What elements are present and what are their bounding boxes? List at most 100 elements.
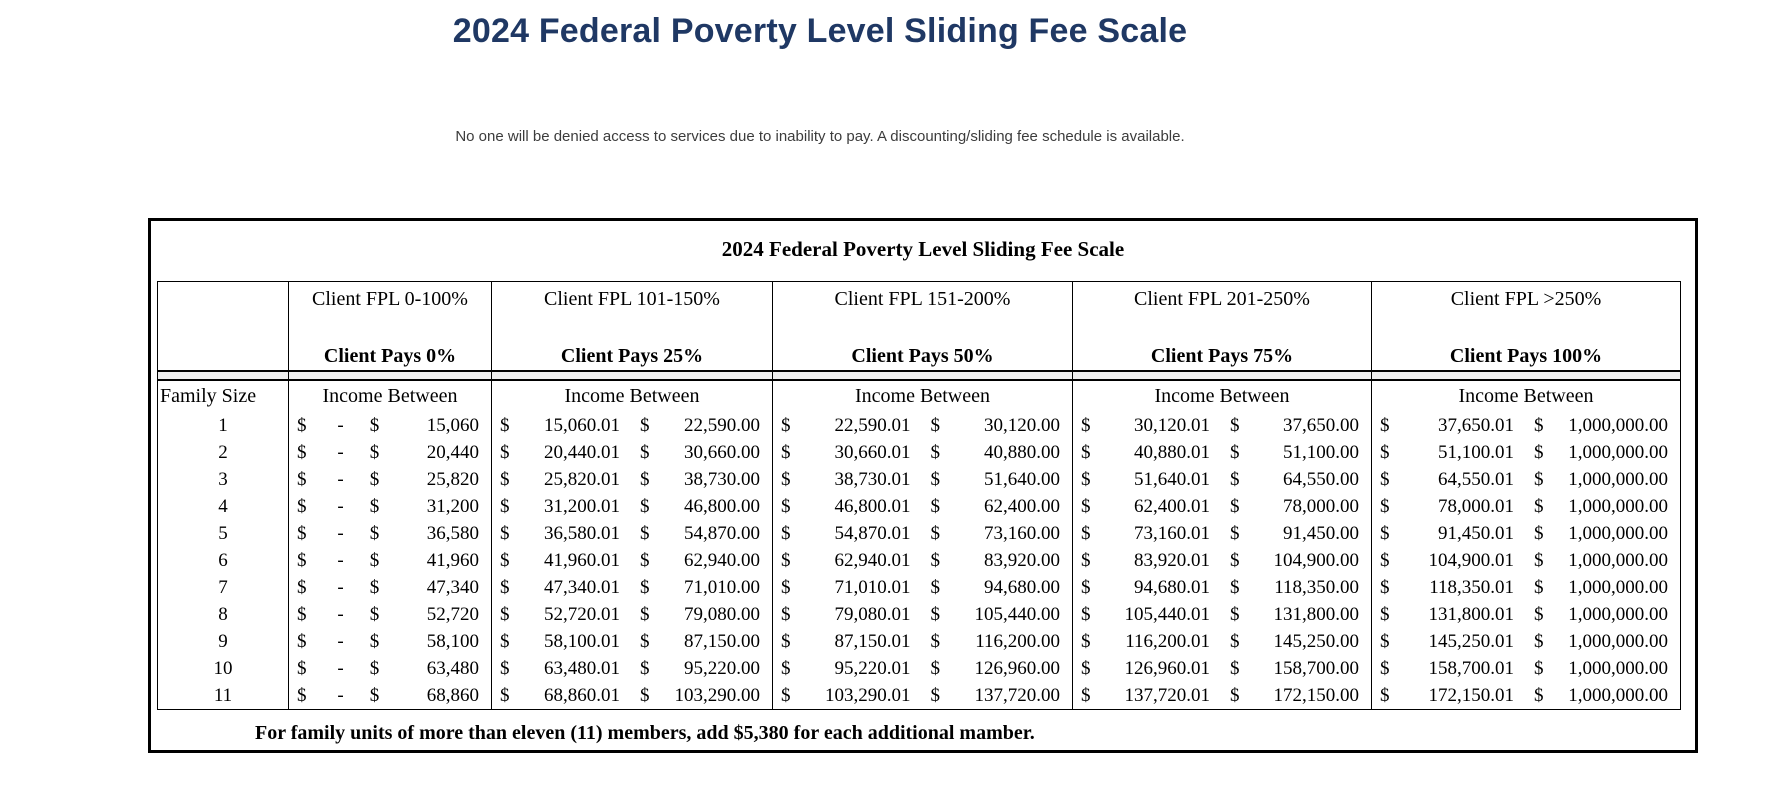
- low-amount: $116,200.01: [1073, 631, 1222, 653]
- income-range-cell: $ - $25,820: [288, 466, 492, 493]
- amount-value: 40,880.00: [984, 441, 1060, 463]
- low-amount: $158,700.01: [1372, 658, 1526, 680]
- column-label-row: Family Size Income Between Income Betwee…: [157, 380, 1681, 412]
- table-row: 7 $ - $47,340 $47,340.01 $71,010.00 $71,010.01…: [157, 574, 1681, 601]
- table-row: 5 $ - $36,580 $36,580.01 $54,870.00 $54,870.01…: [157, 520, 1681, 547]
- low-amount: $ -: [289, 415, 362, 437]
- family-size-cell: 6: [157, 547, 289, 574]
- low-amount: $ -: [289, 577, 362, 599]
- currency-symbol: $: [1081, 468, 1091, 490]
- high-amount: $95,220.00: [632, 658, 772, 680]
- currency-symbol: $: [1230, 522, 1240, 544]
- family-size-cell: 11: [157, 682, 289, 710]
- high-amount: $1,000,000.00: [1526, 658, 1680, 680]
- currency-symbol: $: [297, 495, 307, 517]
- income-range-cell: $52,720.01 $79,080.00: [491, 601, 773, 628]
- amount-value: -: [337, 684, 344, 706]
- amount-value: 64,550.01: [1438, 468, 1514, 490]
- high-amount: $1,000,000.00: [1526, 496, 1680, 518]
- amount-value: 38,730.00: [684, 468, 760, 490]
- income-range-cell: $104,900.01 $1,000,000.00: [1371, 547, 1681, 574]
- bracket-header-row: Client FPL 0-100% Client Pays 0% Client …: [157, 281, 1681, 371]
- income-between-header: Income Between: [772, 380, 1073, 412]
- currency-symbol: $: [1230, 684, 1240, 706]
- amount-value: 126,960.00: [974, 657, 1061, 679]
- amount-value: 22,590.01: [834, 414, 911, 436]
- amount-value: 103,290.00: [674, 684, 761, 706]
- family-size-cell: 2: [157, 439, 289, 466]
- amount-value: 94,680.01: [1134, 576, 1210, 598]
- high-amount: $22,590.00: [632, 415, 772, 437]
- amount-value: 137,720.00: [974, 684, 1061, 706]
- currency-symbol: $: [1081, 603, 1091, 625]
- currency-symbol: $: [930, 603, 941, 625]
- amount-value: 52,720: [426, 603, 479, 625]
- low-amount: $105,440.01: [1073, 604, 1222, 626]
- currency-symbol: $: [1081, 495, 1091, 517]
- low-amount: $118,350.01: [1372, 577, 1526, 599]
- amount-value: 25,820: [426, 468, 479, 490]
- amount-value: 62,940.00: [684, 549, 760, 571]
- currency-symbol: $: [500, 441, 510, 463]
- high-amount: $1,000,000.00: [1526, 442, 1680, 464]
- low-amount: $52,720.01: [492, 604, 632, 626]
- amount-value: 58,100: [426, 630, 479, 652]
- low-amount: $137,720.01: [1073, 685, 1222, 707]
- high-amount: $31,200: [362, 496, 491, 518]
- low-amount: $47,340.01: [492, 577, 632, 599]
- amount-value: -: [337, 441, 344, 463]
- income-range-cell: $41,960.01 $62,940.00: [491, 547, 773, 574]
- amount-value: 158,700.01: [1428, 657, 1515, 679]
- low-amount: $36,580.01: [492, 523, 632, 545]
- low-amount: $63,480.01: [492, 658, 632, 680]
- income-range-cell: $ - $68,860: [288, 682, 492, 710]
- high-amount: $30,120.00: [923, 415, 1073, 437]
- high-amount: $64,550.00: [1222, 469, 1371, 491]
- amount-value: 1,000,000.00: [1568, 549, 1668, 571]
- amount-value: 87,150.00: [684, 630, 760, 652]
- currency-symbol: $: [1230, 549, 1240, 571]
- client-pays-label: Client Pays 25%: [560, 345, 704, 367]
- low-amount: $68,860.01: [492, 685, 632, 707]
- amount-value: 71,010.01: [834, 576, 911, 598]
- income-range-cell: $ - $58,100: [288, 628, 492, 655]
- currency-symbol: $: [297, 468, 307, 490]
- currency-symbol: $: [369, 576, 380, 598]
- low-amount: $51,100.01: [1372, 442, 1526, 464]
- income-range-cell: $ - $36,580: [288, 520, 492, 547]
- high-amount: $1,000,000.00: [1526, 631, 1680, 653]
- table-row: 11 $ - $68,860 $68,860.01 $103,290.00 $103,290…: [157, 682, 1681, 710]
- table-row: 10 $ - $63,480 $63,480.01 $95,220.00 $95,220.0…: [157, 655, 1681, 682]
- amount-value: 1,000,000.00: [1568, 414, 1668, 436]
- table-row: 1 $ - $15,060 $15,060.01 $22,590.00 $22,590.01…: [157, 412, 1681, 439]
- page-subtitle: No one will be denied access to services…: [455, 128, 1185, 145]
- amount-value: 63,480: [426, 657, 479, 679]
- low-amount: $103,290.01: [773, 685, 923, 707]
- low-amount: $71,010.01: [773, 577, 923, 599]
- currency-symbol: $: [297, 684, 307, 706]
- currency-symbol: $: [781, 603, 791, 625]
- currency-symbol: $: [930, 522, 941, 544]
- currency-symbol: $: [640, 495, 650, 517]
- high-amount: $105,440.00: [923, 604, 1073, 626]
- high-amount: $79,080.00: [632, 604, 772, 626]
- high-amount: $1,000,000.00: [1526, 523, 1680, 545]
- high-amount: $158,700.00: [1222, 658, 1371, 680]
- currency-symbol: $: [297, 576, 307, 598]
- high-amount: $118,350.00: [1222, 577, 1371, 599]
- currency-symbol: $: [640, 441, 650, 463]
- income-range-cell: $31,200.01 $46,800.00: [491, 493, 773, 520]
- amount-value: -: [337, 603, 344, 625]
- currency-symbol: $: [500, 576, 510, 598]
- high-amount: $1,000,000.00: [1526, 604, 1680, 626]
- currency-symbol: $: [781, 495, 791, 517]
- high-amount: $47,340: [362, 577, 491, 599]
- currency-symbol: $: [297, 414, 307, 436]
- amount-value: -: [337, 522, 344, 544]
- amount-value: 105,440.00: [974, 603, 1061, 625]
- currency-symbol: $: [1230, 630, 1240, 652]
- amount-value: 51,640.01: [1134, 468, 1210, 490]
- currency-symbol: $: [1230, 657, 1240, 679]
- amount-value: 103,290.01: [825, 684, 911, 706]
- low-amount: $40,880.01: [1073, 442, 1222, 464]
